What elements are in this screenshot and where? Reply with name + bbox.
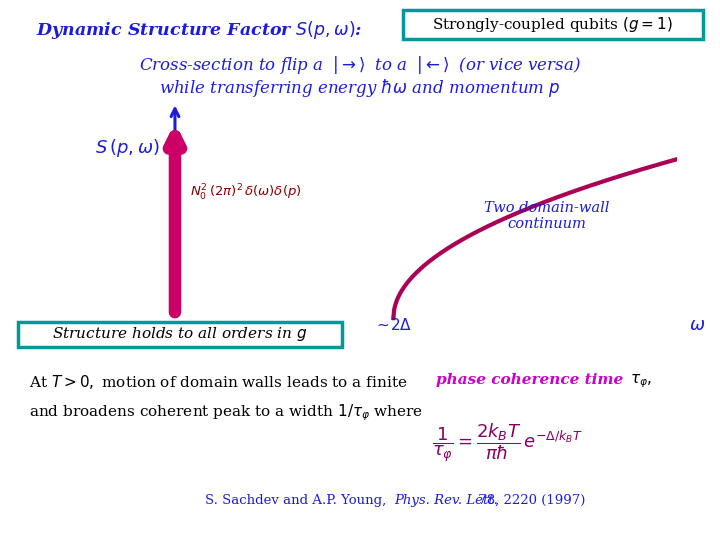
Text: $N_0^2\,(2\pi)^2\,\delta(\omega)\delta(p)$: $N_0^2\,(2\pi)^2\,\delta(\omega)\delta(p…	[189, 183, 302, 203]
Text: phase coherence time: phase coherence time	[436, 373, 623, 387]
Text: Dynamic Structure Factor $S(p,\omega)$:: Dynamic Structure Factor $S(p,\omega)$:	[36, 19, 362, 41]
Text: $\sim\!2\Delta$: $\sim\!2\Delta$	[374, 318, 413, 333]
Text: Phys. Rev. Lett.: Phys. Rev. Lett.	[395, 494, 498, 507]
Text: and broadens coherent peak to a width $1/\tau_\varphi$ where: and broadens coherent peak to a width $1…	[29, 402, 423, 423]
Text: Structure holds to all orders in $g$: Structure holds to all orders in $g$	[53, 325, 307, 343]
Text: Cross-section to flip a $\;|{\rightarrow}\rangle\;$ to a $\;|{\leftarrow}\rangle: Cross-section to flip a $\;|{\rightarrow…	[139, 54, 581, 76]
Text: Strongly-coupled qubits $(g = 1)$: Strongly-coupled qubits $(g = 1)$	[432, 15, 673, 34]
Text: S. Sachdev and A.P. Young,: S. Sachdev and A.P. Young,	[205, 494, 391, 507]
Text: $\omega$: $\omega$	[689, 316, 706, 334]
Text: $\dfrac{1}{\tau_\varphi} = \dfrac{2k_BT}{\pi\hbar}\,e^{-\Delta/k_BT}$: $\dfrac{1}{\tau_\varphi} = \dfrac{2k_BT}…	[432, 421, 582, 464]
Text: At $T > 0,$ motion of domain walls leads to a finite: At $T > 0,$ motion of domain walls leads…	[29, 373, 408, 390]
Text: 78, 2220 (1997): 78, 2220 (1997)	[474, 494, 585, 507]
Text: while transferring energy $\hbar\omega$ and momentum $p$: while transferring energy $\hbar\omega$ …	[159, 77, 561, 99]
Text: $S\,(p,\omega)$: $S\,(p,\omega)$	[95, 137, 160, 159]
Text: Two domain-wall
continuum: Two domain-wall continuum	[485, 201, 610, 231]
Text: $\tau_\varphi,$: $\tau_\varphi,$	[630, 373, 652, 390]
